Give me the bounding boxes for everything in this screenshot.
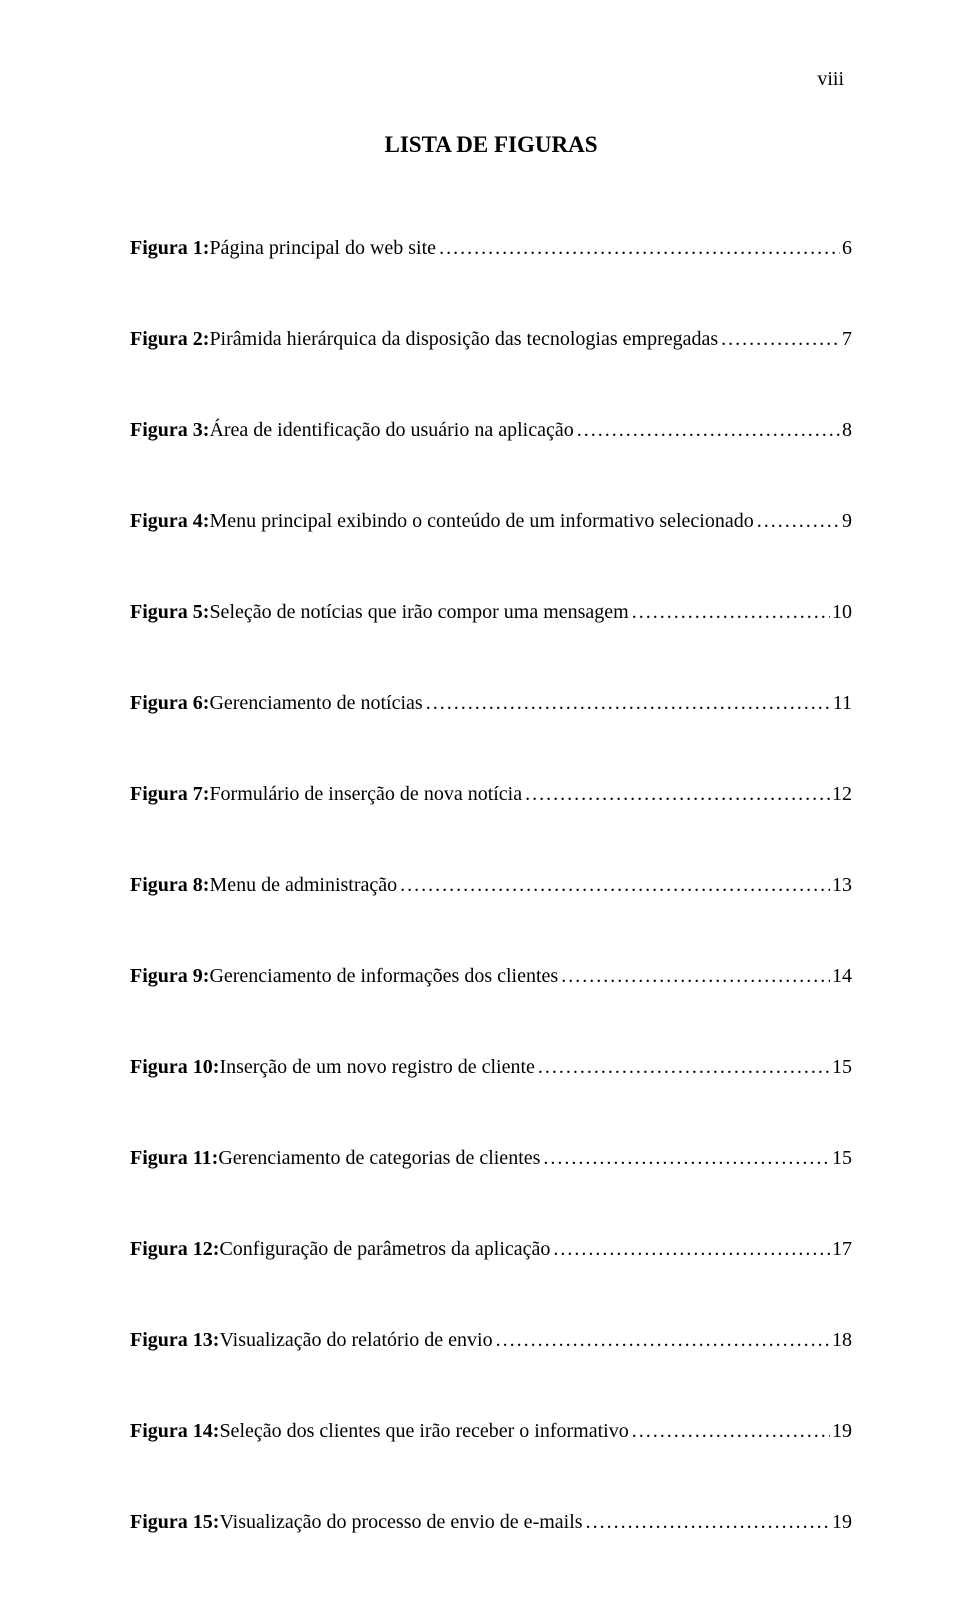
toc-entry-label: Figura 7:: [130, 782, 209, 807]
toc-entry-page: 10: [830, 600, 852, 625]
toc-leader-dots: ........................................…: [397, 873, 830, 898]
toc-entry-description: Formulário de inserção de nova notícia: [209, 782, 522, 807]
toc-leader-dots: ........................................…: [550, 1237, 830, 1262]
toc-entry-description: Área de identificação do usuário na apli…: [209, 418, 573, 443]
toc-leader-dots: ........................................…: [535, 1055, 830, 1080]
toc-entry: Figura 10: Inserção de um novo registro …: [130, 1055, 852, 1080]
toc-entry-description: Inserção de um novo registro de cliente: [219, 1055, 534, 1080]
toc-entry: Figura 13: Visualização do relatório de …: [130, 1328, 852, 1353]
toc-entry: Figura 6: Gerenciamento de notícias.....…: [130, 691, 852, 716]
document-page: viii LISTA DE FIGURAS Figura 1: Página p…: [0, 0, 960, 1615]
toc-leader-dots: ........................................…: [574, 418, 840, 443]
toc-entry-label: Figura 2:: [130, 327, 209, 352]
toc-leader-dots: ........................................…: [629, 600, 830, 625]
toc-entry-label: Figura 5:: [130, 600, 209, 625]
toc-entry-label: Figura 14:: [130, 1419, 219, 1444]
toc-leader-dots: ........................................…: [629, 1419, 830, 1444]
toc-entry-label: Figura 10:: [130, 1055, 219, 1080]
toc-entry-description: Seleção dos clientes que irão receber o …: [219, 1419, 628, 1444]
toc-entry-page: 14: [830, 964, 852, 989]
toc-entry-page: 11: [831, 691, 852, 716]
toc-entries: Figura 1: Página principal do web site..…: [130, 236, 852, 1535]
toc-entry: Figura 3: Área de identificação do usuár…: [130, 418, 852, 443]
toc-leader-dots: ........................................…: [718, 327, 840, 352]
toc-entry: Figura 15: Visualização do processo de e…: [130, 1510, 852, 1535]
toc-entry-description: Visualização do relatório de envio: [219, 1328, 492, 1353]
toc-entry: Figura 2: Pirâmida hierárquica da dispos…: [130, 327, 852, 352]
toc-entry-page: 9: [840, 509, 852, 534]
toc-entry-page: 13: [830, 873, 852, 898]
toc-entry-label: Figura 8:: [130, 873, 209, 898]
toc-entry: Figura 11: Gerenciamento de categorias d…: [130, 1146, 852, 1171]
toc-entry-page: 17: [830, 1237, 852, 1262]
toc-entry-label: Figura 13:: [130, 1328, 219, 1353]
toc-entry-description: Página principal do web site: [209, 236, 436, 261]
toc-entry: Figura 1: Página principal do web site..…: [130, 236, 852, 261]
toc-entry-page: 15: [830, 1146, 852, 1171]
toc-entry-label: Figura 9:: [130, 964, 209, 989]
toc-entry-page: 15: [830, 1055, 852, 1080]
toc-entry-description: Visualização do processo de envio de e-m…: [219, 1510, 582, 1535]
toc-entry-description: Configuração de parâmetros da aplicação: [219, 1237, 550, 1262]
toc-leader-dots: ........................................…: [754, 509, 840, 534]
toc-entry-label: Figura 15:: [130, 1510, 219, 1535]
toc-entry: Figura 7: Formulário de inserção de nova…: [130, 782, 852, 807]
toc-entry-page: 19: [830, 1419, 852, 1444]
toc-leader-dots: ........................................…: [558, 964, 830, 989]
toc-entry-page: 6: [840, 236, 852, 261]
toc-entry-description: Gerenciamento de notícias: [209, 691, 422, 716]
toc-entry-page: 18: [830, 1328, 852, 1353]
toc-entry-page: 19: [830, 1510, 852, 1535]
toc-leader-dots: ........................................…: [493, 1328, 830, 1353]
page-number: viii: [817, 68, 844, 91]
toc-entry-description: Gerenciamento de categorias de clientes: [218, 1146, 540, 1171]
toc-entry-description: Menu principal exibindo o conteúdo de um…: [209, 509, 753, 534]
toc-entry: Figura 5: Seleção de notícias que irão c…: [130, 600, 852, 625]
list-of-figures-title: LISTA DE FIGURAS: [130, 132, 852, 158]
toc-entry-page: 12: [830, 782, 852, 807]
toc-entry-description: Pirâmida hierárquica da disposição das t…: [209, 327, 718, 352]
toc-leader-dots: ........................................…: [522, 782, 830, 807]
toc-entry-description: Seleção de notícias que irão compor uma …: [209, 600, 628, 625]
toc-entry: Figura 4: Menu principal exibindo o cont…: [130, 509, 852, 534]
toc-entry-label: Figura 11:: [130, 1146, 218, 1171]
toc-entry: Figura 12: Configuração de parâmetros da…: [130, 1237, 852, 1262]
toc-entry-description: Menu de administração: [209, 873, 397, 898]
toc-entry: Figura 9: Gerenciamento de informações d…: [130, 964, 852, 989]
toc-entry-page: 8: [840, 418, 852, 443]
toc-leader-dots: ........................................…: [583, 1510, 830, 1535]
toc-entry-label: Figura 6:: [130, 691, 209, 716]
toc-entry-label: Figura 3:: [130, 418, 209, 443]
toc-leader-dots: ........................................…: [540, 1146, 830, 1171]
toc-entry-label: Figura 12:: [130, 1237, 219, 1262]
toc-entry-page: 7: [840, 327, 852, 352]
toc-entry: Figura 8: Menu de administração.........…: [130, 873, 852, 898]
toc-entry-label: Figura 4:: [130, 509, 209, 534]
toc-entry-description: Gerenciamento de informações dos cliente…: [209, 964, 558, 989]
toc-leader-dots: ........................................…: [436, 236, 840, 261]
toc-leader-dots: ........................................…: [423, 691, 831, 716]
toc-entry: Figura 14: Seleção dos clientes que irão…: [130, 1419, 852, 1444]
toc-entry-label: Figura 1:: [130, 236, 209, 261]
